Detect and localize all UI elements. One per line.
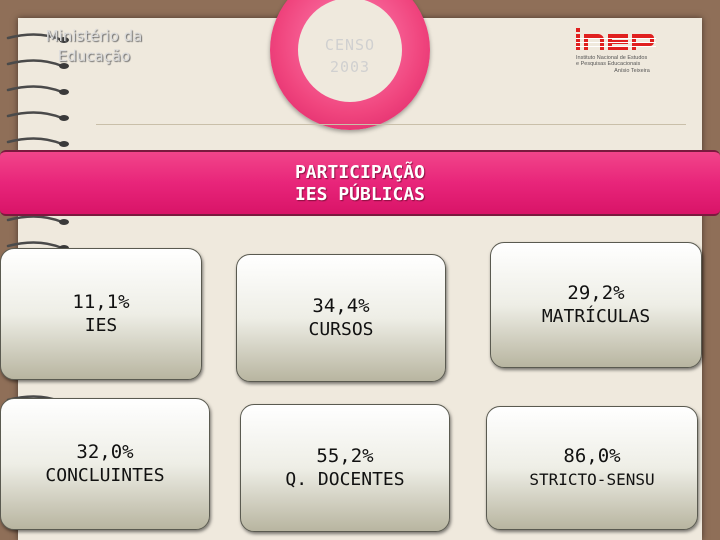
stat-label: MATRÍCULAS	[541, 306, 651, 327]
censo-line1: CENSO	[324, 36, 376, 54]
title-banner: PARTICIPAÇÃO IES PÚBLICAS	[0, 150, 720, 216]
stat-label: STRICTO-SENSU	[529, 470, 655, 489]
logo-sub-line2: e Pesquisas Educacionais	[576, 61, 641, 68]
stat-value: 32,0%	[76, 441, 134, 463]
stat-label: Q. DOCENTES	[285, 469, 405, 490]
inep-logo-subtitle: Instituto Nacional de Estudos e Pesquisa…	[576, 55, 688, 74]
censo-text: CENSO 2003	[298, 34, 402, 78]
stat-value: 29,2%	[567, 282, 625, 304]
stat-card-stricto-sensu: 86,0% STRICTO-SENSU	[486, 406, 698, 530]
censo-line2: 2003	[329, 58, 371, 76]
stat-card-ies: 11,1% IES	[0, 248, 202, 380]
stat-card-matriculas: 29,2% MATRÍCULAS	[490, 242, 702, 368]
censo-badge-inner: CENSO 2003	[298, 0, 402, 102]
inep-logo	[576, 28, 656, 50]
stat-label: IES	[84, 315, 118, 336]
banner-line2: IES PÚBLICAS	[294, 184, 426, 205]
ministry-line2: Educação	[57, 47, 131, 65]
banner-line1: PARTICIPAÇÃO	[294, 162, 426, 183]
stat-value: 34,4%	[312, 295, 370, 317]
logo-sub-line1: Instituto Nacional de Estudos	[576, 55, 648, 61]
stat-card-docentes: 55,2% Q. DOCENTES	[240, 404, 450, 532]
stat-label: CURSOS	[308, 319, 374, 340]
stat-value: 86,0%	[563, 445, 621, 467]
censo-badge: CENSO 2003	[270, 0, 430, 130]
stat-label: CONCLUINTES	[45, 465, 165, 486]
stat-value: 11,1%	[72, 291, 130, 313]
stat-value: 55,2%	[316, 445, 374, 467]
stat-card-cursos: 34,4% CURSOS	[236, 254, 446, 382]
header-divider	[96, 124, 686, 125]
stat-card-concluintes: 32,0% CONCLUINTES	[0, 398, 210, 530]
ministry-label: Ministério da Educação	[32, 26, 156, 66]
ministry-line1: Ministério da	[45, 27, 143, 45]
banner-title: PARTICIPAÇÃO IES PÚBLICAS	[0, 162, 720, 206]
logo-sub-line3: Anísio Teixeira	[614, 67, 650, 74]
